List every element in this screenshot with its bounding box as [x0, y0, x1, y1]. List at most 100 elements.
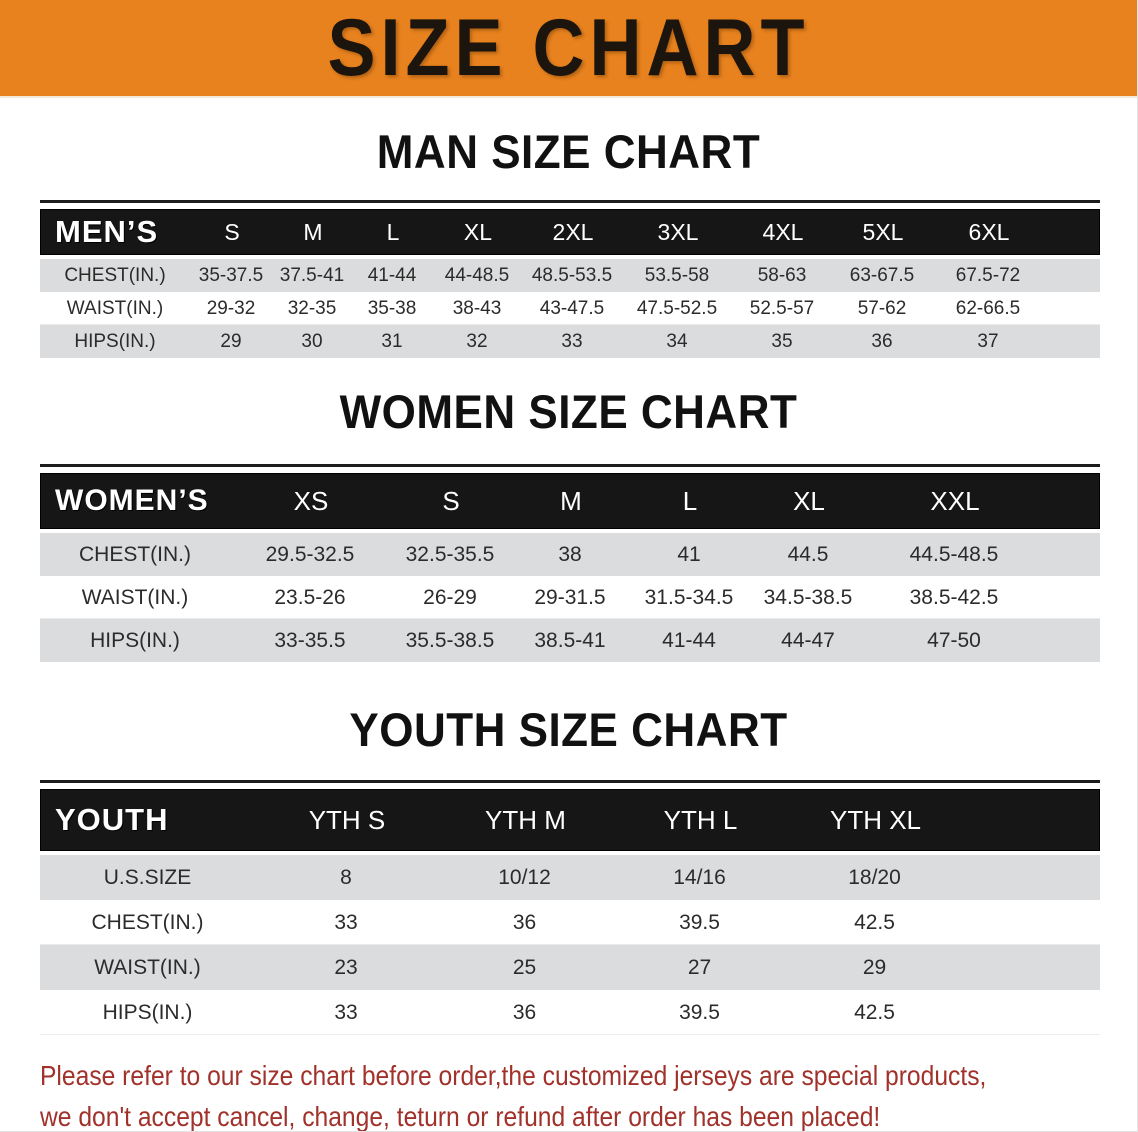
column-header: L [682, 486, 698, 516]
table-cell: 23.5-26 [230, 576, 390, 619]
table-cell: 29-32 [190, 292, 272, 325]
table-cell: 42.5 [787, 990, 962, 1035]
header-spacer [1045, 210, 1099, 254]
table-cell: 36 [437, 990, 612, 1035]
table-cell: 29 [190, 325, 272, 358]
row-label: CHEST(IN.) [40, 259, 190, 292]
table-cell: 33-35.5 [230, 619, 390, 662]
disclaimer-line-2: we don't accept cancel, change, teturn o… [40, 1101, 881, 1132]
column-header: XXL [930, 486, 980, 516]
row-label: U.S.SIZE [40, 855, 255, 900]
table-cell: 39.5 [612, 990, 787, 1035]
row-label: WAIST(IN.) [40, 576, 230, 619]
table-cell: 8 [255, 855, 437, 900]
header-spacer [963, 790, 1099, 850]
men-size-table: MEN’S S M L XL 2XL 3XL 4XL 5XL 6XL CHEST(IN.) 35-37… [40, 200, 1100, 358]
section-youth: YOUTH SIZE CHART YOUTH YTH S YTH M YTH L YTH… [0, 704, 1137, 1035]
table-cell: 58-63 [732, 259, 832, 292]
table-cell: 32.5-35.5 [390, 533, 510, 576]
column-header: XL [463, 219, 493, 245]
table-cell: 35-37.5 [190, 259, 272, 292]
column-header: 6XL [968, 219, 1010, 245]
table-header-row: WOMEN’S XS S M L XL XXL [40, 473, 1100, 529]
column-header: S [442, 486, 460, 516]
table-cell: 33 [522, 325, 622, 358]
table-cell: 57-62 [832, 292, 932, 325]
column-header: 5XL [862, 219, 904, 245]
column-header: 4XL [762, 219, 804, 245]
column-header: YTH XL [829, 805, 922, 835]
table-cell: 34 [622, 325, 732, 358]
table-cell: 35.5-38.5 [390, 619, 510, 662]
row-spacer [1044, 259, 1100, 292]
section-men: MAN SIZE CHART MEN’S S M L XL 2XL 3XL 4XL 5XL 6XL… [0, 126, 1137, 358]
row-spacer [1040, 619, 1100, 662]
table-cell: 42.5 [787, 900, 962, 945]
table-header-row: YOUTH YTH S YTH M YTH L YTH XL [40, 789, 1100, 851]
table-cell: 36 [437, 900, 612, 945]
table-cell: 44.5 [748, 533, 868, 576]
table-header-label: YOUTH [55, 802, 169, 837]
table-cell: 33 [255, 900, 437, 945]
table-cell: 18/20 [787, 855, 962, 900]
row-label: HIPS(IN.) [40, 619, 230, 662]
row-spacer [1044, 292, 1100, 325]
table-header-label: WOMEN’S [55, 484, 209, 517]
table-cell: 47.5-52.5 [622, 292, 732, 325]
table-cell: 29-31.5 [510, 576, 630, 619]
table-cell: 37 [932, 325, 1044, 358]
table-body: CHEST(IN.) 29.5-32.5 32.5-35.5 38 41 44.5 44.5… [40, 533, 1100, 662]
column-header: M [560, 486, 582, 516]
table-cell: 36 [832, 325, 932, 358]
table-cell: 10/12 [437, 855, 612, 900]
column-header: 2XL [552, 219, 594, 245]
table-cell: 32-35 [272, 292, 352, 325]
table-cell: 37.5-41 [272, 259, 352, 292]
column-header: M [303, 219, 323, 245]
row-label: HIPS(IN.) [40, 325, 190, 358]
table-cell: 41-44 [630, 619, 748, 662]
table-cell: 38 [510, 533, 630, 576]
youth-section-heading: YOUTH SIZE CHART [0, 704, 1137, 757]
row-spacer [962, 990, 1100, 1035]
table-cell: 53.5-58 [622, 259, 732, 292]
section-women: WOMEN SIZE CHART WOMEN’S XS S M L XL XXL CHEST(… [0, 386, 1137, 662]
women-section-heading: WOMEN SIZE CHART [0, 386, 1137, 439]
banner-title: SIZE CHART [327, 3, 810, 93]
row-spacer [1040, 533, 1100, 576]
table-cell: 30 [272, 325, 352, 358]
table-cell: 26-29 [390, 576, 510, 619]
column-header: 3XL [657, 219, 699, 245]
table-cell: 29.5-32.5 [230, 533, 390, 576]
column-header: S [224, 219, 240, 245]
table-top-rule [40, 200, 1100, 203]
table-cell: 34.5-38.5 [748, 576, 868, 619]
row-label: CHEST(IN.) [40, 533, 230, 576]
table-cell: 38-43 [432, 292, 522, 325]
table-cell: 38.5-41 [510, 619, 630, 662]
women-section-heading-text: WOMEN SIZE CHART [339, 386, 798, 439]
table-cell: 33 [255, 990, 437, 1035]
row-spacer [962, 855, 1100, 900]
youth-section-heading-text: YOUTH SIZE CHART [349, 704, 788, 757]
disclaimer: Please refer to our size chart before or… [40, 1055, 1137, 1132]
disclaimer-line-1: Please refer to our size chart before or… [40, 1060, 987, 1091]
men-section-heading: MAN SIZE CHART [0, 126, 1137, 179]
table-cell: 44-48.5 [432, 259, 522, 292]
column-header: YTH L [663, 805, 738, 835]
table-cell: 44-47 [748, 619, 868, 662]
table-top-rule [40, 464, 1100, 467]
table-cell: 41 [630, 533, 748, 576]
row-spacer [1040, 576, 1100, 619]
table-cell: 27 [612, 945, 787, 990]
table-header-label: MEN’S [55, 214, 159, 249]
table-cell: 41-44 [352, 259, 432, 292]
table-cell: 35-38 [352, 292, 432, 325]
table-cell: 29 [787, 945, 962, 990]
row-label: CHEST(IN.) [40, 900, 255, 945]
table-cell: 48.5-53.5 [522, 259, 622, 292]
table-top-rule [40, 780, 1100, 783]
table-cell: 23 [255, 945, 437, 990]
row-spacer [1044, 325, 1100, 358]
column-header: XS [293, 486, 329, 516]
